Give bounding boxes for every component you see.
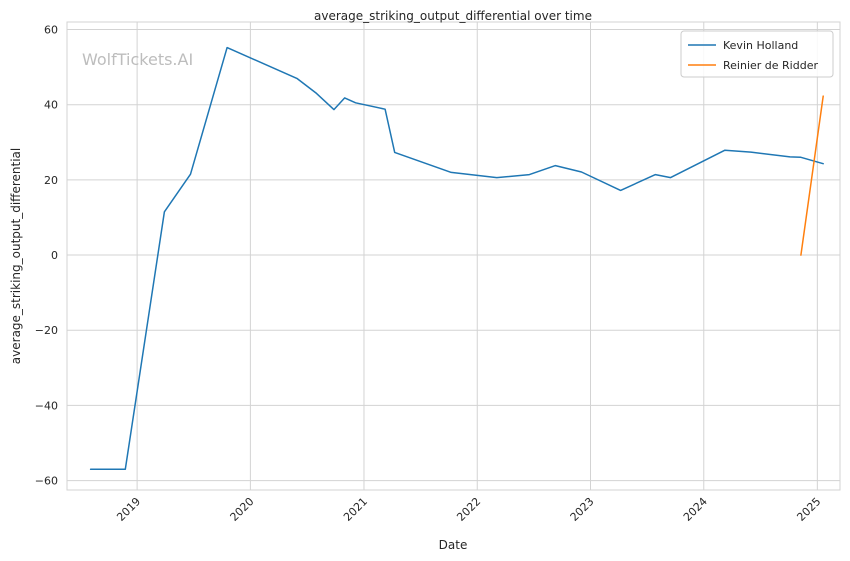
- y-tick-label: −60: [35, 475, 58, 488]
- grid: [67, 22, 840, 490]
- series-lines: [89, 46, 824, 471]
- y-tick-label: 0: [51, 249, 58, 262]
- series-line-2: [800, 95, 824, 256]
- watermark-text: WolfTickets.AI: [82, 50, 193, 69]
- legend-box: [680, 30, 834, 78]
- y-tick-label: −20: [35, 324, 58, 337]
- legend: Kevin Holland Reinier de Ridder: [680, 30, 834, 78]
- y-tick-label: 40: [44, 99, 58, 112]
- chart-title: average_striking_output_differential ove…: [314, 9, 592, 23]
- y-tick-label: 20: [44, 174, 58, 187]
- y-axis-title: average_striking_output_differential: [9, 148, 23, 364]
- legend-label: Kevin Holland: [723, 39, 798, 52]
- y-tick-label: 60: [44, 24, 58, 37]
- y-tick-label: −40: [35, 399, 58, 412]
- y-axis-ticks: 60 40 20 0 −20 −40 −60: [35, 24, 58, 488]
- series-line-1: [89, 46, 824, 471]
- plot-frame: [66, 21, 841, 491]
- legend-label: Reinier de Ridder: [723, 59, 818, 72]
- legend-items: Kevin Holland Reinier de Ridder: [688, 39, 818, 72]
- x-axis-title: Date: [439, 538, 468, 552]
